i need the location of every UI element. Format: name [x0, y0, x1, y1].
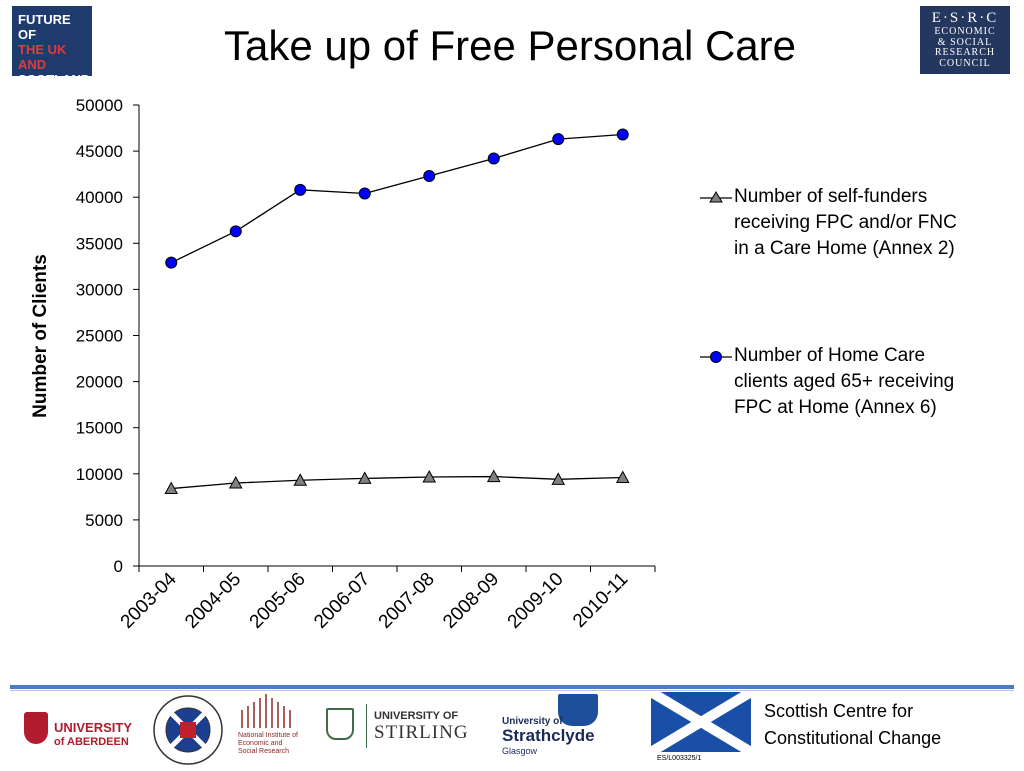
strathclyde-text-1: University of [502, 716, 563, 727]
niesr-logo: National Institute of Economic and Socia… [236, 690, 302, 766]
data-point-circle [358, 187, 371, 200]
y-axis-label: Number of Clients [30, 254, 51, 418]
y-tick-label: 10000 [76, 465, 123, 484]
stirling-text-2: STIRLING [374, 722, 469, 743]
data-point-triangle [551, 472, 566, 485]
data-point-triangle [293, 473, 308, 486]
y-tick-label: 20000 [76, 373, 123, 392]
y-tick-label: 40000 [76, 188, 123, 207]
data-point-triangle [164, 481, 179, 495]
saltire-flag-icon [651, 692, 751, 752]
y-tick-label: 30000 [76, 280, 123, 299]
edinburgh-seal-icon [153, 695, 223, 765]
data-point-circle [552, 133, 565, 146]
university-of-strathclyde-logo: University of Strathclyde Glasgow [502, 694, 612, 760]
y-tick-label: 50000 [76, 96, 123, 115]
grant-code: ES/L003325/1 [657, 755, 702, 762]
y-tick-label: 15000 [76, 419, 123, 438]
scottish-centre-text: Scottish Centre for Constitutional Chang… [764, 698, 941, 752]
x-tick-label: 2005-06 [246, 569, 310, 633]
aberdeen-text-1: UNIVERSITY [54, 720, 133, 735]
university-of-stirling-logo: UNIVERSITY OF STIRLING [326, 702, 476, 750]
logo-line-1: FUTURE OF [18, 12, 71, 42]
stirling-text-1: UNIVERSITY OF [374, 710, 459, 722]
y-tick-label: 25000 [76, 327, 123, 346]
strathclyde-crest-icon [558, 694, 598, 726]
x-tick-label: 2010-11 [569, 569, 632, 632]
legend-line: receiving FPC and/or FNC [734, 212, 957, 233]
data-point-circle [423, 169, 436, 182]
data-point-triangle [357, 471, 372, 484]
x-tick-label: 2007-08 [375, 569, 439, 633]
logo-line-2: THE UK AND [18, 42, 67, 72]
data-point-circle [229, 225, 242, 238]
circle-marker-icon [700, 351, 732, 363]
strathclyde-text-3: Glasgow [502, 746, 538, 756]
y-tick-label: 0 [114, 557, 123, 576]
legend-line: Number of self-funders [734, 186, 928, 207]
data-point-triangle [486, 469, 501, 483]
legend-item-home-care: Number of Home Care clients aged 65+ rec… [700, 343, 1010, 421]
y-tick-label: 35000 [76, 234, 123, 253]
university-of-edinburgh-logo [150, 694, 226, 766]
data-point-triangle [228, 475, 243, 489]
data-point-circle [487, 152, 500, 165]
x-tick-label: 2009-10 [504, 569, 568, 633]
logo-line-3: SCOTLAND [18, 72, 91, 87]
niesr-columns-icon [241, 694, 291, 728]
centre-line-1: Scottish Centre for [764, 701, 914, 721]
centre-line-2: Constitutional Change [764, 728, 942, 748]
x-tick-label: 2003-04 [117, 568, 181, 632]
stirling-crest-icon [326, 708, 354, 740]
y-tick-label: 45000 [76, 142, 123, 161]
future-of-uk-scotland-logo: FUTURE OF THE UK AND SCOTLAND [12, 6, 92, 87]
legend-line: clients aged 65+ receiving [734, 371, 955, 392]
strathclyde-text-2: Strathclyde [502, 726, 595, 745]
esrc-line-2: ECONOMIC [934, 26, 996, 37]
y-tick-label: 5000 [85, 511, 123, 530]
aberdeen-crest-icon [24, 712, 48, 744]
x-tick-label: 2006-07 [310, 569, 374, 633]
data-point-triangle [422, 469, 437, 483]
university-of-aberdeen-logo: UNIVERSITY of ABERDEEN [24, 708, 136, 752]
stirling-separator [366, 704, 367, 748]
footer-divider-thin [10, 690, 1014, 691]
legend-line: in a Care Home (Annex 2) [734, 238, 955, 259]
esrc-line-5: COUNCIL [939, 57, 991, 69]
esrc-line-3: & SOCIAL [937, 36, 993, 48]
data-point-circle [616, 128, 629, 141]
data-point-circle [165, 256, 178, 269]
aberdeen-text-2: of ABERDEEN [54, 736, 129, 748]
esrc-line-1: E·S·R·C [931, 10, 999, 26]
legend-line: Number of Home Care [734, 345, 926, 366]
triangle-marker-icon [700, 191, 732, 203]
esrc-logo: E·S·R·C ECONOMIC & SOCIAL RESEARCH COUNC… [920, 6, 1010, 74]
footer-divider [10, 685, 1014, 689]
niesr-text: National Institute of Economic and Socia… [238, 732, 298, 755]
data-point-triangle [615, 470, 630, 483]
data-point-circle [294, 183, 307, 196]
series-line-2 [170, 133, 623, 264]
esrc-line-4: RESEARCH [934, 47, 996, 58]
x-tick-label: 2004-05 [181, 569, 245, 633]
page-title: Take up of Free Personal Care [224, 22, 796, 69]
series-line-1 [171, 475, 623, 490]
legend-line: FPC at Home (Annex 6) [734, 397, 937, 418]
x-tick-label: 2008-09 [439, 569, 503, 633]
line-chart: 0 5000 10000 15000 20000 25000 30000 35000 40000… [30, 96, 656, 633]
legend-item-self-funders: Number of self-funders receiving FPC and… [700, 184, 1010, 262]
